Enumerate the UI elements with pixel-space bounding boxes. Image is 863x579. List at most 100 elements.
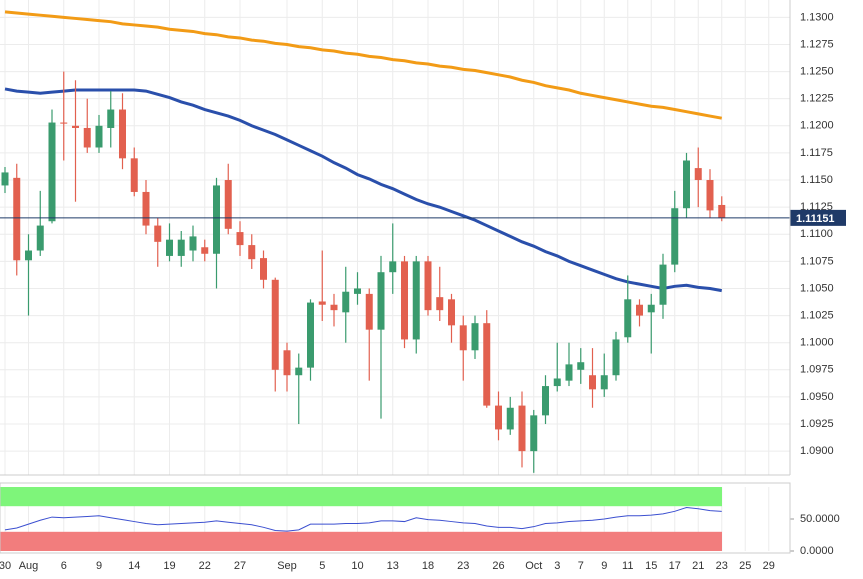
candle	[95, 114, 103, 153]
candle-body	[330, 304, 338, 311]
x-tick-label: 30	[0, 560, 11, 572]
x-tick-label: 23	[716, 560, 728, 572]
x-tick-label: Oct	[525, 560, 542, 572]
candle	[72, 80, 79, 202]
candle-body	[342, 291, 350, 313]
candle-body	[354, 288, 361, 294]
candle	[201, 239, 209, 262]
candle-body	[389, 261, 397, 273]
candle	[166, 223, 173, 262]
candle-body	[565, 364, 573, 381]
y-tick-label: 1.1200	[800, 120, 834, 132]
candle	[354, 272, 361, 305]
candle-body	[130, 158, 138, 192]
candle-body	[142, 191, 150, 226]
candle	[542, 375, 549, 425]
candle-body	[424, 261, 432, 311]
candle-body	[612, 339, 620, 376]
candle	[330, 293, 338, 327]
candle-body	[412, 261, 420, 340]
candle	[600, 353, 608, 397]
y-tick-label: 1.1225	[800, 93, 834, 105]
x-tick-label: 23	[457, 560, 469, 572]
candle	[177, 230, 185, 267]
candle-body	[248, 245, 256, 260]
y-tick-label: 1.1050	[800, 282, 834, 294]
y-tick-label: 1.0975	[800, 364, 834, 376]
candle-body	[107, 109, 115, 128]
candle-body	[530, 415, 538, 452]
candle	[60, 71, 68, 161]
candle-body	[694, 168, 702, 181]
y-tick-label: 1.0950	[800, 391, 834, 403]
candle	[318, 250, 326, 322]
candle-body	[201, 247, 209, 254]
y-tick-label: 1.1000	[800, 337, 834, 349]
candle	[36, 190, 44, 256]
candle	[706, 169, 714, 218]
candle	[694, 147, 702, 208]
candle-body	[166, 239, 173, 256]
candle	[1, 167, 9, 194]
candle	[412, 255, 420, 354]
y-tick-label: 1.1025	[800, 309, 834, 321]
candle-body	[589, 375, 596, 390]
x-tick-label: 19	[163, 560, 175, 572]
candle	[647, 293, 655, 354]
candle	[48, 109, 56, 224]
candle	[295, 353, 303, 425]
candle	[342, 266, 350, 343]
candle	[236, 221, 244, 256]
candle	[565, 342, 573, 387]
candle	[13, 163, 21, 276]
candle	[518, 391, 526, 468]
last-price-box	[790, 209, 846, 226]
candle	[483, 310, 491, 408]
y-tick-label: 1.1075	[800, 255, 834, 267]
candle	[636, 299, 643, 327]
candle-body	[224, 180, 232, 229]
candle-body	[647, 304, 655, 313]
candle-body	[318, 301, 326, 305]
candle-body	[25, 250, 32, 261]
candle	[248, 234, 256, 269]
candle-body	[83, 127, 91, 148]
candle-body	[95, 125, 103, 148]
x-tick-label: 3	[554, 560, 560, 572]
candle	[471, 315, 479, 359]
candle-body	[295, 367, 303, 376]
candle	[671, 190, 679, 273]
candle	[659, 253, 667, 319]
candle	[119, 93, 126, 170]
x-tick-label: 5	[319, 560, 325, 572]
candle-body	[271, 279, 279, 370]
candle	[130, 147, 138, 197]
candle-body	[60, 122, 68, 124]
candle-body	[119, 109, 126, 159]
candle	[506, 396, 514, 435]
candle-body	[307, 302, 314, 368]
x-tick-label: 9	[601, 560, 607, 572]
x-tick-label: 13	[387, 560, 399, 572]
candle-body	[36, 225, 44, 251]
candle-body	[436, 297, 444, 311]
candle-body	[236, 232, 244, 246]
candle-body	[683, 160, 690, 209]
moving-average-line	[4, 87, 723, 293]
x-tick-label: 17	[669, 560, 681, 572]
candle	[283, 342, 291, 392]
x-tick-label: Sep	[277, 560, 297, 572]
candle-body	[659, 264, 667, 305]
candle-body	[448, 299, 455, 326]
candle-body	[459, 325, 467, 351]
candle-body	[718, 204, 726, 218]
candle-body	[706, 180, 714, 211]
candle-body	[495, 405, 502, 430]
x-tick-label: 26	[492, 560, 504, 572]
candle	[271, 277, 279, 392]
candle	[25, 234, 32, 316]
y-tick-label: 1.1275	[800, 38, 834, 50]
zone	[0, 487, 722, 507]
x-tick-label: 25	[739, 560, 751, 572]
